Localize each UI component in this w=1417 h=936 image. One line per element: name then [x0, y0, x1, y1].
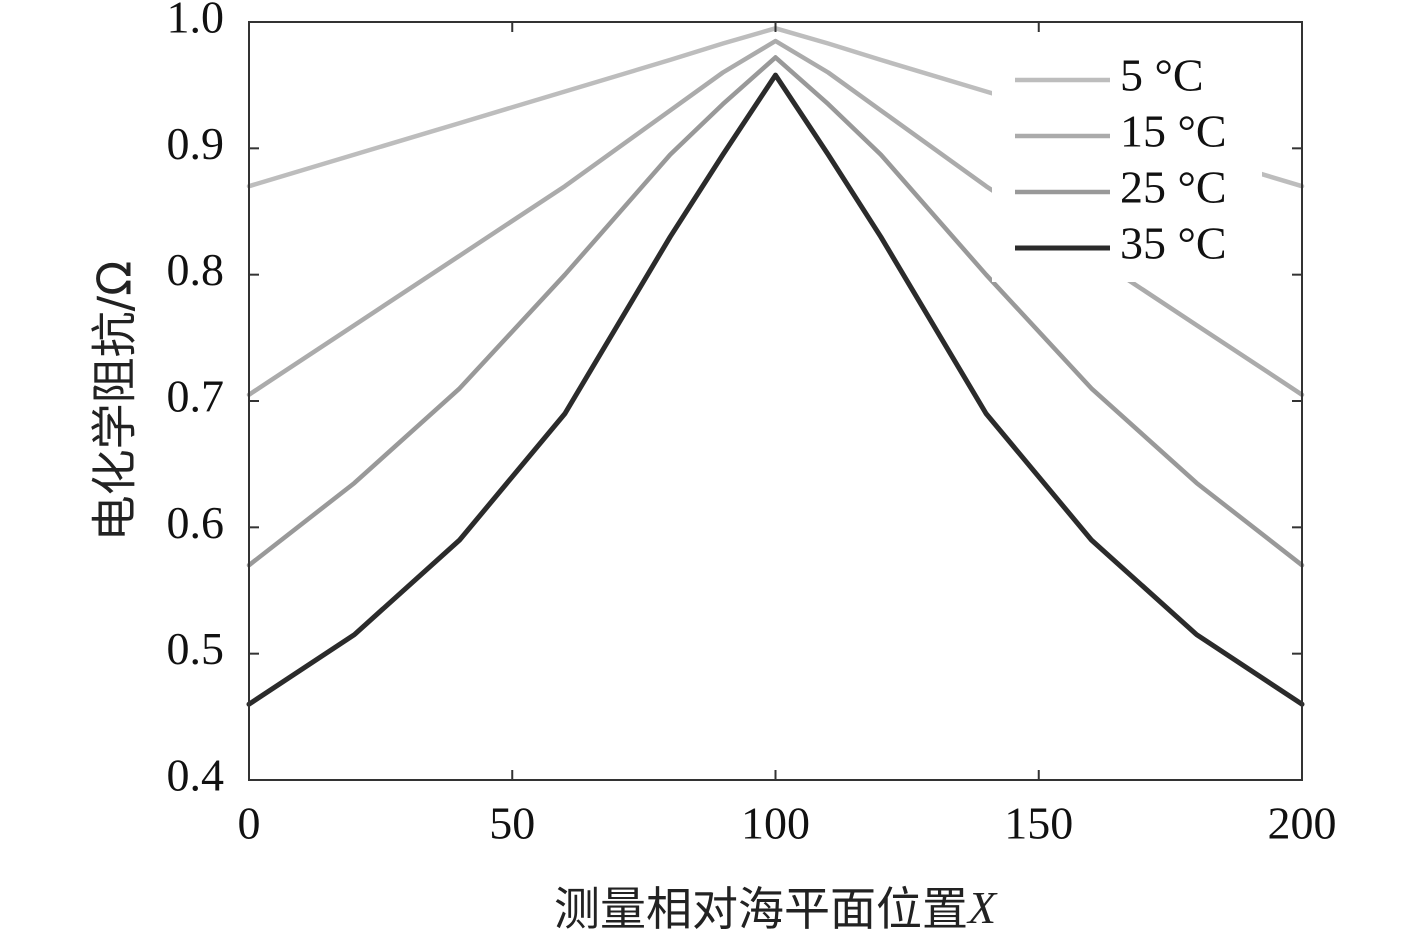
- ticks-layer: 0 50 100 150 200 0.4 0.5 0.6 0.7 0.8 0.9 1.0: [167, 0, 1337, 849]
- series-line-4: [246, 72, 1305, 707]
- y-tick-label: 0.9: [167, 118, 225, 169]
- series-line-3: [246, 55, 1305, 568]
- x-tick-label: 150: [1004, 798, 1073, 849]
- legend-label-1: 5 °C: [1120, 50, 1204, 101]
- y-tick-label: 1.0: [167, 0, 225, 43]
- legend-label-2: 15 °C: [1120, 106, 1227, 157]
- legend-label-4: 35 °C: [1120, 218, 1227, 269]
- x-axis-title-text: 测量相对海平面位置: [554, 882, 968, 936]
- legend-label-3: 25 °C: [1120, 162, 1227, 213]
- x-tick-label: 100: [741, 798, 810, 849]
- y-tick-label: 0.7: [167, 371, 225, 422]
- y-tick-label: 0.6: [167, 497, 225, 548]
- y-tick-label: 0.8: [167, 244, 225, 295]
- x-tick-label: 50: [489, 798, 535, 849]
- y-tick-label: 0.4: [167, 750, 225, 801]
- legend-background: [992, 50, 1262, 282]
- x-axis-title-variable: X: [966, 882, 998, 933]
- y-tick-label: 0.5: [167, 623, 225, 674]
- x-tick-label: 0: [238, 798, 261, 849]
- y-axis-title: 电化学阻抗/Ω: [88, 261, 142, 542]
- x-axis-title: 测量相对海平面位置X: [554, 882, 998, 936]
- x-tick-label: 200: [1268, 798, 1337, 849]
- legend: 5 °C15 °C25 °C35 °C: [992, 50, 1262, 282]
